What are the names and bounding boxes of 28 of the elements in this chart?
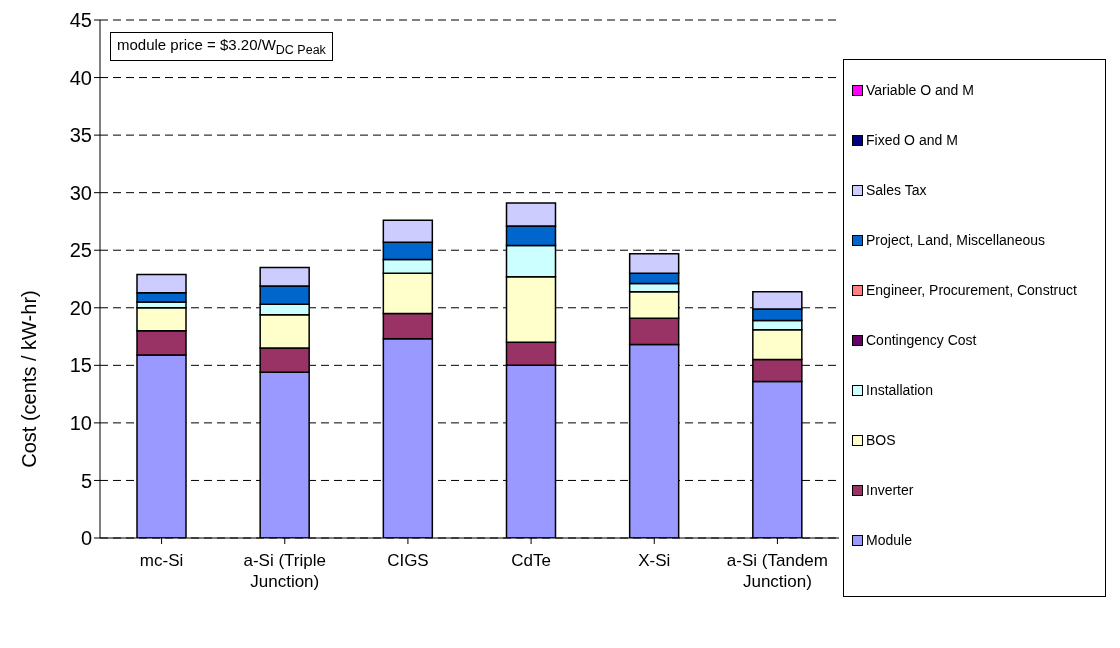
legend-label: Installation [866,382,933,398]
legend-label: Sales Tax [866,182,927,198]
y-tick-label: 25 [69,239,92,262]
annotation: module price = $3.20/W$_{DC Peak}$ [110,32,333,61]
y-tick-label: 20 [69,296,92,319]
y-axis-title: Cost (cents / kW-hr) [18,290,41,468]
y-tick-label: 10 [69,411,92,434]
x-tick-label: a-Si (Triple Junction) [243,551,326,591]
legend-label: Fixed O and M [866,132,958,148]
x-tick-label: a-Si (Tandem Junction) [726,551,828,591]
x-tick-label: X-Si [638,551,671,570]
legend-label: Contingency Cost [866,332,977,348]
y-tick-label: 0 [80,527,92,550]
y-tick-label: 35 [69,124,92,147]
legend-label: Inverter [866,482,914,498]
legend-label: Module [866,532,912,548]
legend-label: Project, Land, Miscellaneous [866,232,1045,248]
x-tick-label: CdTe [511,551,551,570]
legend-label: Engineer, Procurement, Construct [866,282,1077,298]
x-tick-label: CIGS [387,551,429,570]
legend-label: BOS [866,432,896,448]
y-tick-label: 45 [69,9,92,32]
y-tick-label: 30 [69,181,92,204]
y-tick-label: 15 [69,354,92,377]
x-tick-label: mc-Si [139,551,184,570]
y-tick-label: 40 [69,66,92,89]
y-tick-label: 5 [80,469,92,492]
legend-label: Variable O and M [866,82,974,98]
